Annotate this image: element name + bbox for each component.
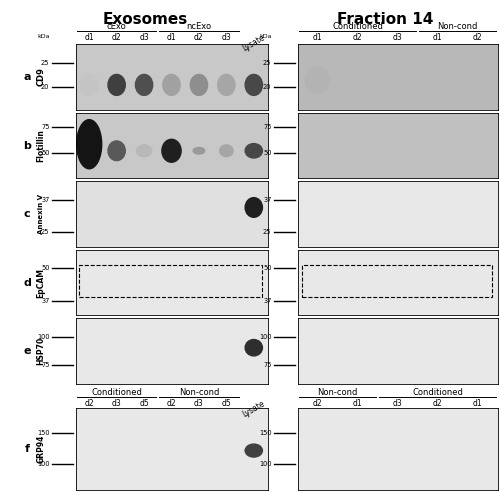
Text: d2: d2 <box>194 33 203 42</box>
Text: 100: 100 <box>259 334 272 339</box>
Text: 25: 25 <box>41 229 50 235</box>
Text: 50: 50 <box>263 265 272 271</box>
Text: 75: 75 <box>41 363 50 369</box>
Ellipse shape <box>108 141 126 160</box>
Text: cExo: cExo <box>107 22 126 31</box>
Text: e: e <box>23 346 31 356</box>
Text: d1: d1 <box>166 33 176 42</box>
Text: 100: 100 <box>259 461 272 466</box>
Ellipse shape <box>193 148 204 154</box>
Text: 50: 50 <box>41 265 50 271</box>
Text: 75: 75 <box>263 124 272 130</box>
Text: d1: d1 <box>312 33 322 42</box>
Text: ncExo: ncExo <box>186 22 212 31</box>
Ellipse shape <box>80 74 98 95</box>
Text: d2: d2 <box>112 33 122 42</box>
Text: d5: d5 <box>222 399 231 407</box>
Text: f: f <box>24 444 29 454</box>
Text: EpCAM: EpCAM <box>36 268 46 298</box>
Text: d: d <box>23 277 31 287</box>
Ellipse shape <box>245 444 262 457</box>
Text: Lysate: Lysate <box>241 33 266 53</box>
Text: 75: 75 <box>41 124 50 130</box>
Ellipse shape <box>76 120 102 169</box>
Text: d1: d1 <box>84 33 94 42</box>
Text: HSP70: HSP70 <box>36 337 46 365</box>
Ellipse shape <box>162 139 181 162</box>
Text: d2: d2 <box>352 33 362 42</box>
Ellipse shape <box>245 144 262 158</box>
Text: d3: d3 <box>222 33 231 42</box>
Text: Conditioned: Conditioned <box>332 22 383 31</box>
Ellipse shape <box>108 74 126 95</box>
Text: d2: d2 <box>432 399 442 407</box>
Text: 37: 37 <box>41 298 50 304</box>
Bar <box>302 266 492 297</box>
Text: Annexin V: Annexin V <box>38 194 44 234</box>
Text: 20: 20 <box>41 84 50 90</box>
Text: d3: d3 <box>112 399 122 407</box>
Bar <box>80 266 262 297</box>
Ellipse shape <box>245 339 262 356</box>
Text: d1: d1 <box>432 33 442 42</box>
Ellipse shape <box>163 74 180 95</box>
Text: d2: d2 <box>472 33 482 42</box>
Text: d1: d1 <box>352 399 362 407</box>
Text: 37: 37 <box>263 197 272 203</box>
Text: kDa: kDa <box>259 34 272 39</box>
Text: Non-cond: Non-cond <box>178 388 219 397</box>
Text: d3: d3 <box>392 33 402 42</box>
Ellipse shape <box>136 145 152 156</box>
Text: Conditioned: Conditioned <box>91 388 142 397</box>
Text: GRP94: GRP94 <box>36 435 46 463</box>
Text: CD9: CD9 <box>36 67 46 87</box>
Text: 100: 100 <box>37 461 50 466</box>
Text: 25: 25 <box>41 60 50 65</box>
Text: 25: 25 <box>263 60 272 65</box>
Ellipse shape <box>306 67 330 93</box>
Text: d2: d2 <box>166 399 176 407</box>
Text: Non-cond: Non-cond <box>438 22 478 31</box>
Text: Lysate: Lysate <box>241 399 266 419</box>
Text: Exosomes: Exosomes <box>102 12 188 27</box>
Text: d3: d3 <box>392 399 402 407</box>
Text: Fraction 14: Fraction 14 <box>337 12 433 27</box>
Text: Non-cond: Non-cond <box>318 388 358 397</box>
Text: 150: 150 <box>37 430 50 436</box>
Ellipse shape <box>218 74 235 95</box>
Text: kDa: kDa <box>37 34 50 39</box>
Text: 50: 50 <box>41 151 50 156</box>
Text: 75: 75 <box>263 363 272 369</box>
Text: d2: d2 <box>84 399 94 407</box>
Ellipse shape <box>245 198 262 217</box>
Text: Conditioned: Conditioned <box>412 388 463 397</box>
Text: 20: 20 <box>263 84 272 90</box>
Text: Flotillin: Flotillin <box>36 129 46 162</box>
Text: b: b <box>23 141 31 151</box>
Text: 37: 37 <box>41 197 50 203</box>
Ellipse shape <box>190 74 208 95</box>
Text: 37: 37 <box>263 298 272 304</box>
Ellipse shape <box>245 74 262 95</box>
Text: d1: d1 <box>472 399 482 407</box>
Text: 50: 50 <box>263 151 272 156</box>
Text: 100: 100 <box>37 334 50 339</box>
Text: d3: d3 <box>139 33 149 42</box>
Text: d3: d3 <box>194 399 204 407</box>
Ellipse shape <box>220 145 233 156</box>
Text: 150: 150 <box>259 430 272 436</box>
Text: c: c <box>24 209 30 219</box>
Text: a: a <box>23 72 31 82</box>
Text: 25: 25 <box>263 229 272 235</box>
Ellipse shape <box>136 74 152 95</box>
Text: d5: d5 <box>139 399 149 407</box>
Text: d2: d2 <box>312 399 322 407</box>
